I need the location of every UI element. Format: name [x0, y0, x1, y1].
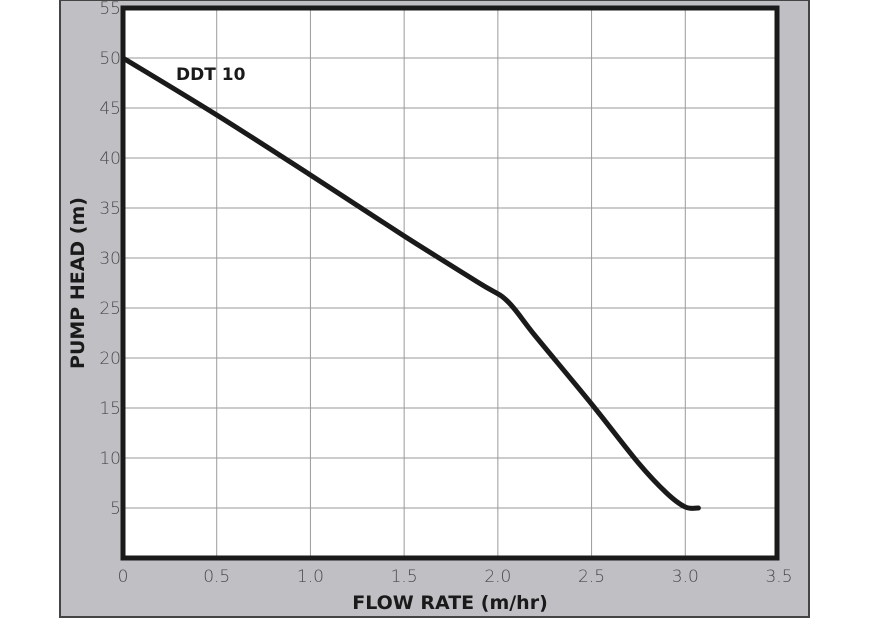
y-tick-label: 55 — [99, 0, 121, 19]
y-tick-label: 10 — [99, 449, 121, 469]
y-tick-label: 5 — [110, 499, 121, 519]
y-tick-label: 40 — [99, 149, 121, 169]
y-tick-label: 45 — [99, 99, 121, 119]
tick-labels: 0 0.5 1.0 1.5 2.0 2.5 3.0 3.5 5 10 15 20 25 30 35 40 45 5… — [99, 0, 792, 587]
y-tick-label: 50 — [99, 49, 121, 69]
x-tick-label: 3.0 — [672, 567, 699, 587]
y-tick-label: 25 — [99, 299, 121, 319]
plot-border — [120, 5, 780, 561]
series-line-ddt-10 — [120, 55, 701, 511]
y-tick-label: 35 — [99, 199, 121, 219]
x-tick-label: 0 — [118, 567, 129, 587]
series-label: DDT 10 — [176, 65, 246, 85]
x-tick-label: 3.5 — [765, 567, 792, 587]
x-axis-label: FLOW RATE (m/hr) — [352, 592, 548, 614]
y-tick-label: 30 — [99, 249, 121, 269]
plot-area — [123, 8, 777, 558]
x-tick-label: 2.5 — [578, 567, 605, 587]
x-tick-label: 1.5 — [391, 567, 418, 587]
y-tick-label: 15 — [99, 399, 121, 419]
y-tick-label: 20 — [99, 349, 121, 369]
x-tick-label: 2.0 — [484, 567, 511, 587]
x-tick-label: 0.5 — [203, 567, 230, 587]
y-axis-label: PUMP HEAD (m) — [67, 197, 89, 369]
x-tick-label: 1.0 — [297, 567, 324, 587]
